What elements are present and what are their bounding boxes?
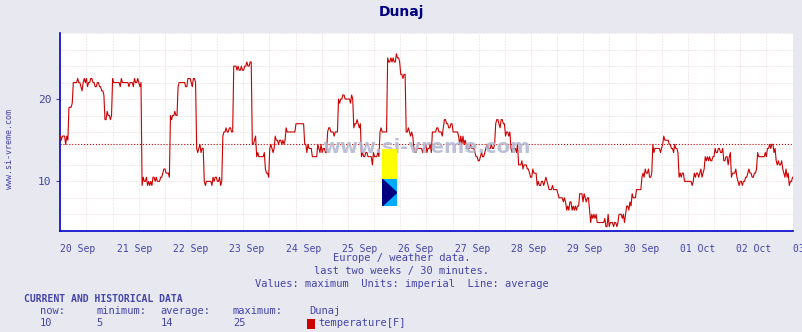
Text: 24 Sep: 24 Sep	[286, 244, 321, 254]
Text: temperature[F]: temperature[F]	[318, 318, 405, 328]
Text: 20 Sep: 20 Sep	[60, 244, 95, 254]
Text: 22 Sep: 22 Sep	[172, 244, 208, 254]
Text: 03 Oct: 03 Oct	[792, 244, 802, 254]
Text: 14: 14	[160, 318, 173, 328]
Text: 21 Sep: 21 Sep	[116, 244, 152, 254]
Text: Europe / weather data.: Europe / weather data.	[332, 253, 470, 263]
Text: 26 Sep: 26 Sep	[398, 244, 433, 254]
Text: Dunaj: Dunaj	[379, 5, 423, 19]
Text: 10: 10	[40, 318, 53, 328]
Text: 29 Sep: 29 Sep	[566, 244, 602, 254]
Text: maximum:: maximum:	[233, 306, 282, 316]
Text: 27 Sep: 27 Sep	[454, 244, 489, 254]
Text: www.si-vreme.com: www.si-vreme.com	[5, 110, 14, 189]
Text: last two weeks / 30 minutes.: last two weeks / 30 minutes.	[314, 266, 488, 276]
Text: 30 Sep: 30 Sep	[623, 244, 658, 254]
Text: 25 Sep: 25 Sep	[342, 244, 377, 254]
Text: minimum:: minimum:	[96, 306, 146, 316]
Text: www.si-vreme.com: www.si-vreme.com	[322, 138, 530, 157]
Text: 01 Oct: 01 Oct	[679, 244, 715, 254]
Text: 02 Oct: 02 Oct	[735, 244, 771, 254]
Text: 23 Sep: 23 Sep	[229, 244, 264, 254]
Text: 25: 25	[233, 318, 245, 328]
Text: 28 Sep: 28 Sep	[510, 244, 545, 254]
Text: Values: maximum  Units: imperial  Line: average: Values: maximum Units: imperial Line: av…	[254, 279, 548, 289]
Text: average:: average:	[160, 306, 210, 316]
Text: now:: now:	[40, 306, 65, 316]
Polygon shape	[382, 179, 396, 206]
Text: CURRENT AND HISTORICAL DATA: CURRENT AND HISTORICAL DATA	[24, 294, 183, 304]
Text: 5: 5	[96, 318, 103, 328]
Text: Dunaj: Dunaj	[309, 306, 340, 316]
